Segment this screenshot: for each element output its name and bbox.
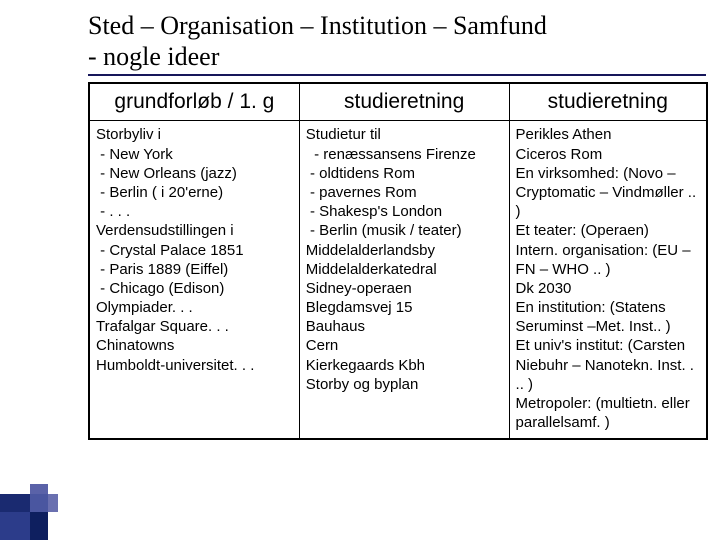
col-header-0: grundforløb / 1. g [90, 84, 300, 121]
cell-line: Olympiader. . . [96, 298, 293, 317]
cell-line: Humboldt-universitet. . . [96, 356, 293, 375]
decorative-corner-icon [0, 480, 64, 540]
cell-line: Storbyliv i [96, 125, 293, 144]
cell-line: Verdensudstillingen i [96, 221, 293, 240]
cell-line: - New Orleans (jazz) [96, 164, 293, 183]
cell-line: Sidney-operaen [306, 279, 503, 298]
col-header-1: studieretning [299, 84, 509, 121]
cell-line: Et teater: (Operaen) [516, 221, 700, 240]
cell-studieretning-1: Studietur til - renæssansens Firenze - o… [299, 121, 509, 439]
cell-line: Kierkegaards Kbh [306, 356, 503, 375]
cell-grundforlob: Storbyliv i - New York - New Orleans (ja… [90, 121, 300, 439]
cell-line: Trafalgar Square. . . [96, 317, 293, 336]
cell-line: - renæssansens Firenze [306, 145, 503, 164]
cell-line: Cern [306, 336, 503, 355]
slide-title: Sted – Organisation – Institution – Samf… [88, 10, 706, 76]
title-line-1: Sted – Organisation – Institution – Samf… [88, 10, 706, 41]
cell-line: Middelalderlandsby [306, 241, 503, 260]
cell-line: Studietur til [306, 125, 503, 144]
cell-line: - Chicago (Edison) [96, 279, 293, 298]
cell-line: Middelalderkatedral [306, 260, 503, 279]
cell-line: - . . . [96, 202, 293, 221]
cell-line: - oldtidens Rom [306, 164, 503, 183]
cell-line: En institution: (Statens Seruminst –Met.… [516, 298, 700, 336]
cell-line: - pavernes Rom [306, 183, 503, 202]
cell-line: Metropoler: (multietn. eller parallelsam… [516, 394, 700, 432]
cell-line: Blegdamsvej 15 [306, 298, 503, 317]
cell-line: Intern. organisation: (EU – FN – WHO .. … [516, 241, 700, 279]
cell-line: - Berlin (musik / teater) [306, 221, 503, 240]
content-table: grundforløb / 1. g studieretning studier… [88, 82, 708, 440]
cell-line: - Berlin ( i 20'erne) [96, 183, 293, 202]
cell-line: - Shakesp's London [306, 202, 503, 221]
cell-line: Perikles Athen [516, 125, 700, 144]
cell-line: Storby og byplan [306, 375, 503, 394]
cell-line: Et univ's institut: (Carsten Niebuhr – N… [516, 336, 700, 394]
cell-line: Chinatowns [96, 336, 293, 355]
cell-line: Dk 2030 [516, 279, 700, 298]
cell-line: En virksomhed: (Novo – Cryptomatic – Vin… [516, 164, 700, 222]
title-line-2: - nogle ideer [88, 41, 706, 72]
cell-studieretning-2: Perikles AthenCiceros RomEn virksomhed: … [509, 121, 706, 439]
col-header-2: studieretning [509, 84, 706, 121]
cell-line: - Paris 1889 (Eiffel) [96, 260, 293, 279]
cell-line: - New York [96, 145, 293, 164]
cell-line: Bauhaus [306, 317, 503, 336]
table-body-row: Storbyliv i - New York - New Orleans (ja… [90, 121, 707, 439]
table-header-row: grundforløb / 1. g studieretning studier… [90, 84, 707, 121]
cell-line: Ciceros Rom [516, 145, 700, 164]
cell-line: - Crystal Palace 1851 [96, 241, 293, 260]
